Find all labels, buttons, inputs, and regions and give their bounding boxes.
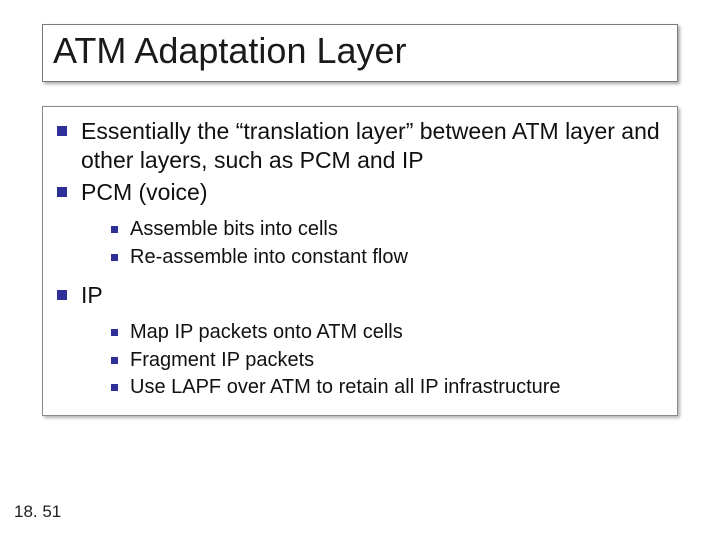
body-box: Essentially the “translation layer” betw… — [42, 106, 678, 416]
bullet-text: Essentially the “translation layer” betw… — [81, 117, 663, 176]
title-box: ATM Adaptation Layer — [42, 24, 678, 82]
spacer — [57, 312, 663, 318]
square-bullet-icon — [111, 254, 118, 261]
square-bullet-icon — [57, 290, 67, 300]
square-bullet-icon — [111, 329, 118, 336]
slide-title: ATM Adaptation Layer — [53, 31, 667, 71]
bullet-level1: Essentially the “translation layer” betw… — [57, 117, 663, 176]
square-bullet-icon — [111, 384, 118, 391]
bullet-text: IP — [81, 281, 103, 310]
bullet-level2: Re-assemble into constant flow — [111, 245, 663, 271]
square-bullet-icon — [111, 226, 118, 233]
bullet-text: Re-assemble into constant flow — [130, 245, 408, 271]
bullet-text: Map IP packets onto ATM cells — [130, 320, 403, 346]
square-bullet-icon — [111, 357, 118, 364]
bullet-text: PCM (voice) — [81, 178, 208, 207]
bullet-level1: IP — [57, 281, 663, 310]
bullet-level2: Map IP packets onto ATM cells — [111, 320, 663, 346]
spacer — [57, 273, 663, 279]
slide-number: 18. 51 — [14, 502, 61, 522]
bullet-text: Assemble bits into cells — [130, 217, 338, 243]
square-bullet-icon — [57, 126, 67, 136]
bullet-level2: Assemble bits into cells — [111, 217, 663, 243]
bullet-text: Use LAPF over ATM to retain all IP infra… — [130, 375, 561, 401]
square-bullet-icon — [57, 187, 67, 197]
bullet-level2: Use LAPF over ATM to retain all IP infra… — [111, 375, 663, 401]
bullet-level2: Fragment IP packets — [111, 348, 663, 374]
spacer — [57, 209, 663, 215]
slide: ATM Adaptation Layer Essentially the “tr… — [0, 0, 720, 540]
bullet-text: Fragment IP packets — [130, 348, 314, 374]
bullet-level1: PCM (voice) — [57, 178, 663, 207]
